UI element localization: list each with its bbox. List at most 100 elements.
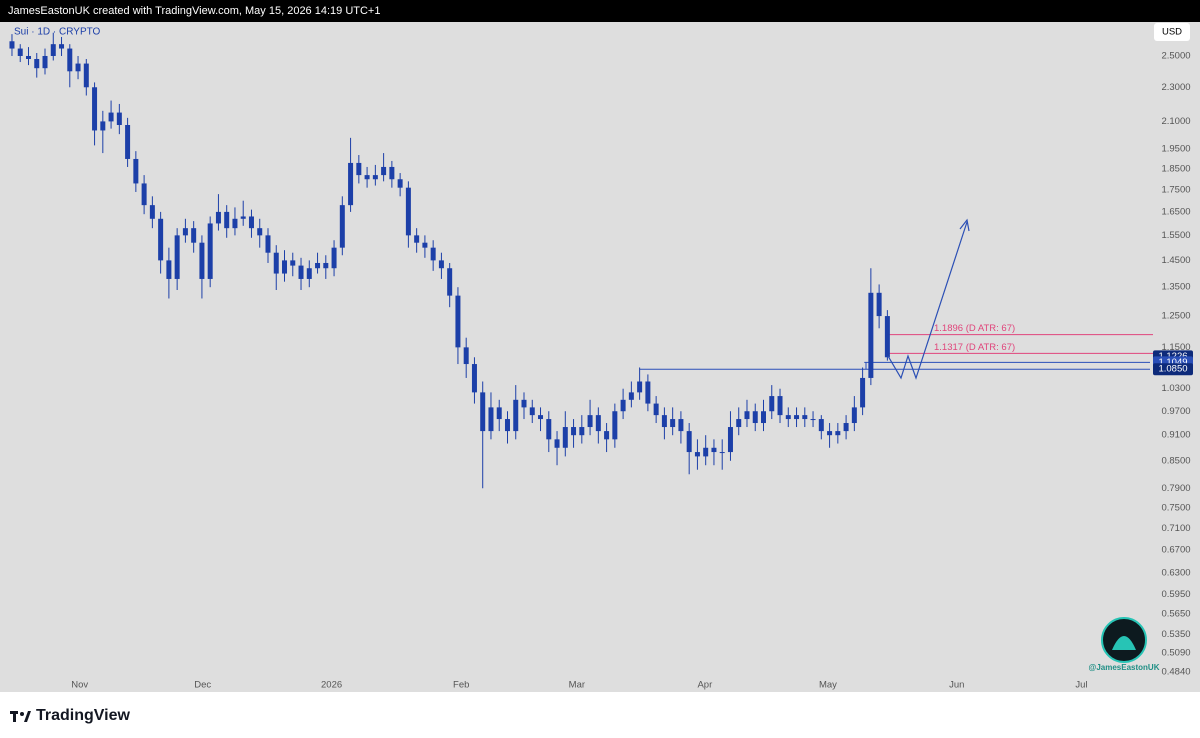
y-tick-label: 1.1500 [1161,342,1190,353]
y-tick-label: 0.9100 [1161,430,1190,441]
candle-body [571,427,577,436]
candle-body [736,419,742,428]
candle-body [75,63,81,72]
candle-body [835,431,841,436]
candle-body [240,216,246,219]
candle-body [315,262,321,269]
candle-body [381,166,387,176]
arrow-head [959,218,970,232]
currency: USD [1162,27,1182,38]
candle-body [727,427,733,453]
candle-body [471,364,477,393]
price-label-box [1153,363,1193,376]
candle-body [463,347,469,365]
candle-body [149,205,155,219]
candle-body [364,175,370,180]
candle-body [199,242,205,279]
candle-body [504,419,510,432]
candle-body [628,392,634,400]
candle-body [678,419,684,432]
candle-body [670,419,676,428]
candle-body [182,228,188,236]
y-tick-label: 1.6500 [1161,206,1190,217]
candle-body [595,415,601,432]
x-tick-label: Mar [569,680,585,691]
candle-body [414,235,420,243]
candle-body [405,187,411,236]
candle-body [257,228,263,236]
candle-body [761,411,767,424]
candle-body [25,55,31,59]
y-tick-label: 0.5950 [1161,589,1190,600]
candle-body [587,415,593,428]
candle-body [116,112,122,125]
currency-box [1154,23,1190,41]
candle-body [744,411,750,420]
candle-body [356,162,362,176]
candle-body [306,268,312,279]
candle-body [752,411,758,424]
candle-body [282,260,288,274]
y-tick-label: 1.9500 [1161,144,1190,155]
candle-body [711,447,717,453]
candle-body [191,228,197,243]
candle-body [579,427,585,436]
logo-part [13,711,16,722]
y-tick-label: 1.4500 [1161,255,1190,266]
watermark-text: @JamesEastonUK [1089,663,1160,672]
candle-body [67,48,73,72]
candle-body [92,87,98,131]
y-tick-label: 0.4840 [1161,667,1190,678]
y-tick-label: 0.6700 [1161,545,1190,556]
logo-part [20,712,24,716]
footer-logo [10,711,31,722]
candle-body [174,235,180,279]
candle-body [42,55,48,69]
candle-body [818,419,824,432]
candle-body [323,262,329,269]
candle-body [422,242,428,248]
candle-body [562,427,568,448]
candle-body [50,44,56,56]
symbol: Sui · 1D · CRYPTO [14,27,101,38]
candle-body [827,431,833,436]
y-tick-label: 0.5650 [1161,609,1190,620]
candle-body [694,452,700,457]
y-tick-label: 0.7900 [1161,483,1190,494]
top-bar [0,0,1200,22]
candle-body [166,260,172,279]
candle-body [108,112,114,122]
candle-body [480,392,486,432]
candle-body [141,183,147,206]
level-label: 1.1896 (D ATR: 67) [934,323,1015,334]
candle-body [331,247,337,269]
x-tick-label: May [819,680,837,691]
candle-body [348,162,354,206]
candle-body [843,423,849,432]
watermark-figure [1112,636,1136,650]
y-tick-label: 0.9700 [1161,406,1190,417]
logo-part [24,711,31,722]
candle-body [785,415,791,420]
y-tick-label: 1.0300 [1161,383,1190,394]
candle-body [794,415,800,420]
candle-body [529,407,535,416]
candle-body [513,399,519,432]
candle-body [703,447,709,457]
y-tick-label: 0.5350 [1161,629,1190,640]
x-tick-label: 2026 [321,680,342,691]
candle-body [612,411,618,440]
x-tick-label: Jun [949,680,964,691]
candle-body [273,252,279,274]
level-label: 1.1317 (D ATR: 67) [934,342,1015,353]
candle-body [100,121,106,131]
candle-body [438,260,444,269]
y-tick-label: 0.7100 [1161,523,1190,534]
y-tick-label: 1.8500 [1161,163,1190,174]
y-tick-label: 0.7500 [1161,502,1190,513]
y-tick-label: 0.6300 [1161,568,1190,579]
candle-body [645,381,651,404]
candle-body [554,439,560,448]
candle-body [777,396,783,416]
